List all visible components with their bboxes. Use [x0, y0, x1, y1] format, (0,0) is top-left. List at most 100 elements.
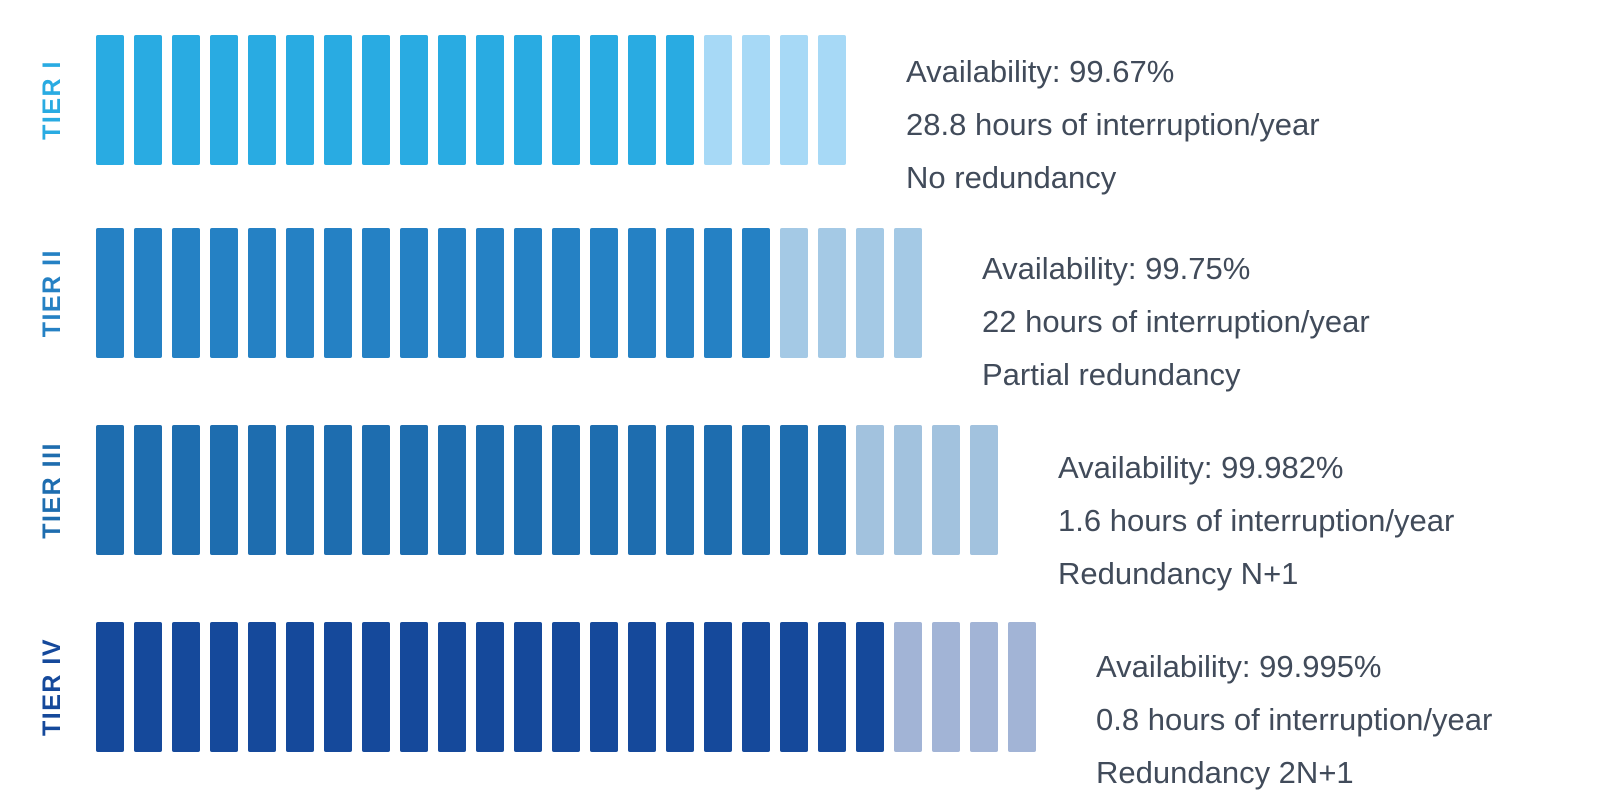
- redundancy-line: Redundancy N+1: [1058, 556, 1299, 591]
- bar-segment-solid: [286, 35, 314, 165]
- bar-segment-solid: [590, 35, 618, 165]
- bar-segment-light: [818, 228, 846, 358]
- bar-segment-solid: [362, 35, 390, 165]
- bar-segment-light: [704, 35, 732, 165]
- bar-segment-solid: [628, 35, 656, 165]
- interruption-line: 1.6 hours of interruption/year: [1058, 503, 1455, 538]
- bar-segment-solid: [514, 228, 542, 358]
- bar-segment-light: [894, 228, 922, 358]
- bar-segment-solid: [552, 35, 580, 165]
- bar-segment-solid: [134, 425, 162, 555]
- bar-segment-solid: [514, 425, 542, 555]
- bar-segment-solid: [210, 35, 238, 165]
- bar-segment-solid: [210, 228, 238, 358]
- tier-label-4: TIER IV: [37, 637, 66, 736]
- bar-segment-solid: [172, 35, 200, 165]
- bar-segment-light: [932, 622, 960, 752]
- bar-segment-solid: [476, 228, 504, 358]
- bar-segment-solid: [248, 425, 276, 555]
- bar-segment-solid: [96, 228, 124, 358]
- bar-segment-light: [780, 35, 808, 165]
- bar-segment-solid: [210, 622, 238, 752]
- tier-row-2: TIER II Availability: 99.75% 22 hours of i…: [0, 228, 1600, 392]
- interruption-line: 28.8 hours of interruption/year: [906, 107, 1320, 142]
- segmented-bar-1: [96, 35, 856, 165]
- availability-line: Availability: 99.67%: [906, 54, 1175, 89]
- bar-segment-solid: [590, 425, 618, 555]
- bar-segment-solid: [704, 228, 732, 358]
- tier-label-3: TIER III: [37, 441, 66, 539]
- bar-segment-solid: [172, 425, 200, 555]
- bar-segment-solid: [324, 35, 352, 165]
- bar-segment-solid: [742, 228, 770, 358]
- bar-segment-solid: [324, 622, 352, 752]
- bar-segment-solid: [248, 228, 276, 358]
- segmented-bar-3: [96, 425, 1008, 555]
- bar-segment-solid: [552, 228, 580, 358]
- bar-segment-solid: [172, 228, 200, 358]
- bar-segment-solid: [476, 35, 504, 165]
- availability-line: Availability: 99.995%: [1096, 649, 1382, 684]
- bar-segment-solid: [628, 622, 656, 752]
- bar-segment-solid: [96, 35, 124, 165]
- bar-segment-light: [780, 228, 808, 358]
- bar-segment-light: [970, 425, 998, 555]
- segmented-bar-4: [96, 622, 1046, 752]
- bar-segment-solid: [400, 228, 428, 358]
- bar-segment-solid: [438, 622, 466, 752]
- tier-label-box-2: TIER II: [28, 228, 76, 358]
- bar-segment-solid: [856, 622, 884, 752]
- bar-segment-solid: [590, 622, 618, 752]
- bar-segment-solid: [172, 622, 200, 752]
- bar-segment-light: [1008, 622, 1036, 752]
- bar-segment-solid: [362, 622, 390, 752]
- bar-segment-solid: [666, 35, 694, 165]
- bar-segment-solid: [248, 35, 276, 165]
- bar-segment-solid: [514, 35, 542, 165]
- availability-line: Availability: 99.75%: [982, 251, 1251, 286]
- tier-row-1: TIER I Availability: 99.67% 28.8 hours of …: [0, 35, 1600, 195]
- tier-label-box-4: TIER IV: [28, 622, 76, 752]
- bar-segment-solid: [400, 622, 428, 752]
- bar-segment-solid: [666, 425, 694, 555]
- bar-segment-solid: [818, 622, 846, 752]
- interruption-line: 22 hours of interruption/year: [982, 304, 1370, 339]
- tier-label-1: TIER I: [37, 60, 66, 140]
- bar-segment-solid: [96, 622, 124, 752]
- bar-segment-solid: [552, 622, 580, 752]
- segmented-bar-2: [96, 228, 932, 358]
- bar-segment-solid: [248, 622, 276, 752]
- tier-label-2: TIER II: [37, 248, 66, 338]
- bar-segment-solid: [666, 228, 694, 358]
- bar-segment-solid: [704, 622, 732, 752]
- bar-segment-solid: [134, 622, 162, 752]
- bar-segment-solid: [476, 622, 504, 752]
- bar-segment-solid: [438, 228, 466, 358]
- bar-segment-solid: [628, 228, 656, 358]
- bar-segment-light: [856, 228, 884, 358]
- bar-segment-solid: [818, 425, 846, 555]
- tier-info-1: Availability: 99.67% 28.8 hours of interr…: [906, 45, 1320, 204]
- bar-segment-solid: [400, 425, 428, 555]
- tier-info-3: Availability: 99.982% 1.6 hours of interr…: [1058, 441, 1454, 600]
- bar-segment-solid: [780, 622, 808, 752]
- bar-segment-solid: [134, 228, 162, 358]
- bar-segment-light: [894, 622, 922, 752]
- bar-segment-light: [742, 35, 770, 165]
- bar-segment-solid: [780, 425, 808, 555]
- redundancy-line: Redundancy 2N+1: [1096, 755, 1354, 790]
- bar-segment-solid: [324, 228, 352, 358]
- tier-row-3: TIER III Availability: 99.982% 1.6 hours o…: [0, 425, 1600, 591]
- redundancy-line: Partial redundancy: [982, 357, 1241, 392]
- bar-segment-solid: [286, 228, 314, 358]
- bar-segment-solid: [96, 425, 124, 555]
- redundancy-line: No redundancy: [906, 160, 1117, 195]
- bar-segment-solid: [704, 425, 732, 555]
- bar-segment-solid: [552, 425, 580, 555]
- tier-label-box-3: TIER III: [28, 425, 76, 555]
- tier-info-2: Availability: 99.75% 22 hours of interrup…: [982, 242, 1370, 401]
- bar-segment-solid: [134, 35, 162, 165]
- bar-segment-solid: [742, 425, 770, 555]
- bar-segment-solid: [362, 228, 390, 358]
